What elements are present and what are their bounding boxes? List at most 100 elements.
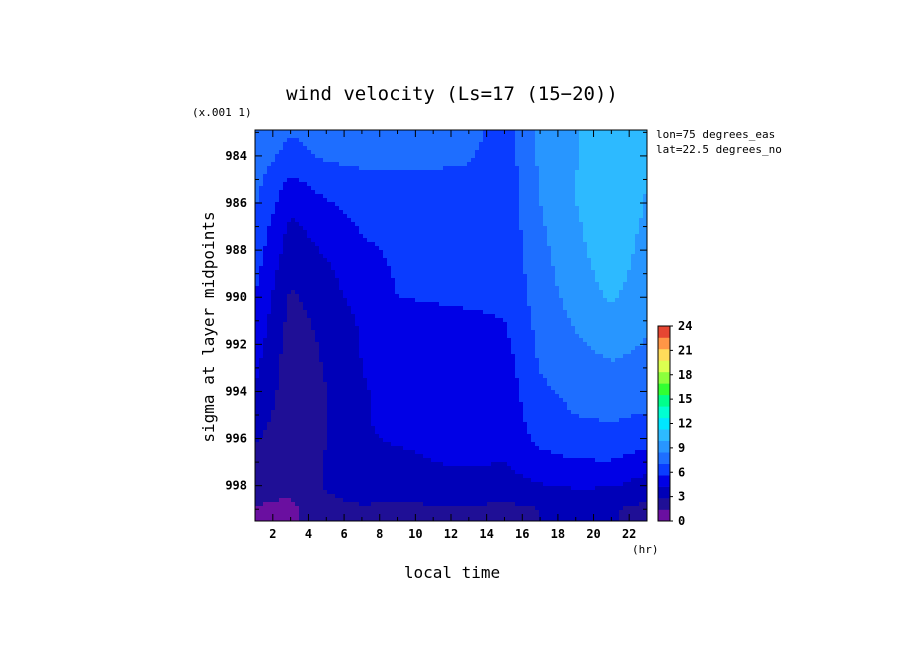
contour-cell — [535, 182, 540, 187]
contour-cell — [303, 266, 308, 271]
contour-cell — [383, 162, 388, 167]
contour-cell — [527, 134, 532, 139]
contour-cell — [291, 246, 296, 251]
contour-cell — [559, 150, 564, 155]
contour-cell — [503, 322, 508, 327]
contour-cell — [407, 282, 412, 287]
contour-cell — [551, 154, 556, 159]
contour-cell — [499, 330, 504, 335]
contour-cell — [443, 262, 448, 267]
contour-cell — [515, 246, 520, 251]
contour-cell — [395, 266, 400, 271]
contour-cell — [567, 306, 572, 311]
contour-cell — [571, 134, 576, 139]
contour-cell — [291, 230, 296, 235]
contour-cell — [287, 154, 292, 159]
contour-cell — [507, 158, 512, 163]
contour-cell — [435, 138, 440, 143]
contour-cell — [467, 206, 472, 211]
contour-cell — [263, 330, 268, 335]
contour-cell — [467, 182, 472, 187]
contour-cell — [547, 234, 552, 239]
contour-cell — [475, 162, 480, 167]
contour-cell — [619, 330, 624, 335]
contour-cell — [587, 278, 592, 283]
contour-cell — [259, 130, 264, 135]
contour-cell — [279, 154, 284, 159]
contour-cell — [567, 210, 572, 215]
contour-cell — [635, 210, 640, 215]
contour-cell — [431, 254, 436, 259]
contour-cell — [535, 202, 540, 207]
contour-cell — [475, 294, 480, 299]
contour-cell — [623, 194, 628, 199]
contour-cell — [515, 326, 520, 331]
contour-cell — [259, 318, 264, 323]
contour-cell — [343, 310, 348, 315]
contour-cell — [339, 226, 344, 231]
contour-cell — [567, 182, 572, 187]
contour-cell — [475, 134, 480, 139]
contour-cell — [351, 210, 356, 215]
contour-cell — [359, 142, 364, 147]
contour-cell — [415, 186, 420, 191]
contour-cell — [435, 166, 440, 171]
contour-cell — [627, 138, 632, 143]
contour-cell — [531, 182, 536, 187]
contour-cell — [323, 322, 328, 327]
contour-cell — [483, 238, 488, 243]
contour-cell — [451, 238, 456, 243]
contour-cell — [627, 318, 632, 323]
contour-cell — [371, 150, 376, 155]
contour-cell — [587, 242, 592, 247]
contour-cell — [519, 302, 524, 307]
contour-cell — [507, 202, 512, 207]
contour-cell — [499, 130, 504, 135]
contour-cell — [299, 282, 304, 287]
contour-cell — [595, 182, 600, 187]
contour-cell — [471, 214, 476, 219]
contour-cell — [255, 158, 260, 163]
contour-cell — [343, 274, 348, 279]
contour-cell — [355, 230, 360, 235]
contour-cell — [395, 206, 400, 211]
contour-cell — [459, 290, 464, 295]
contour-cell — [643, 294, 648, 299]
contour-cell — [275, 210, 280, 215]
contour-cell — [639, 146, 644, 151]
contour-cell — [611, 238, 616, 243]
contour-cell — [431, 322, 436, 327]
contour-cell — [539, 130, 544, 135]
contour-cell — [311, 226, 316, 231]
contour-cell — [423, 266, 428, 271]
contour-cell — [531, 286, 536, 291]
contour-cell — [259, 158, 264, 163]
contour-cell — [295, 290, 300, 295]
contour-cell — [547, 210, 552, 215]
contour-cell — [587, 230, 592, 235]
contour-cell — [511, 186, 516, 191]
contour-cell — [371, 326, 376, 331]
contour-cell — [359, 246, 364, 251]
contour-cell — [615, 266, 620, 271]
contour-cell — [399, 146, 404, 151]
contour-cell — [355, 254, 360, 259]
contour-cell — [295, 306, 300, 311]
contour-cell — [399, 306, 404, 311]
contour-cell — [279, 258, 284, 263]
contour-cell — [487, 150, 492, 155]
contour-cell — [491, 238, 496, 243]
contour-cell — [627, 262, 632, 267]
contour-cell — [387, 182, 392, 187]
contour-cell — [399, 250, 404, 255]
contour-cell — [299, 310, 304, 315]
contour-cell — [375, 194, 380, 199]
contour-cell — [307, 254, 312, 259]
contour-cell — [487, 290, 492, 295]
contour-cell — [567, 286, 572, 291]
contour-cell — [579, 314, 584, 319]
contour-cell — [483, 130, 488, 135]
contour-cell — [627, 298, 632, 303]
contour-cell — [259, 270, 264, 275]
contour-cell — [343, 270, 348, 275]
